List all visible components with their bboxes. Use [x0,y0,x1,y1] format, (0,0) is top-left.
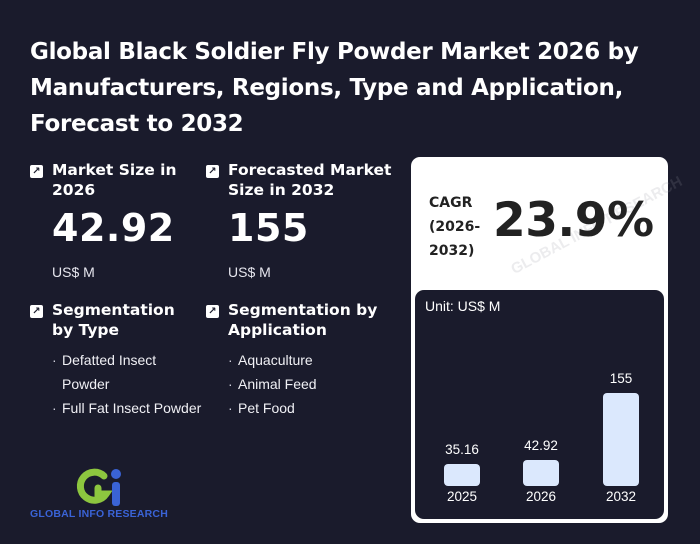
bar-value-label: 42.92 [524,438,558,454]
page-title: Global Black Soldier Fly Powder Market 2… [30,39,639,137]
application-list: Aquaculture Animal Feed Pet Food [228,348,398,420]
list-item: Full Fat Insect Powder [52,396,202,420]
segmentation-type-block: ↗ Segmentation by Type Defatted Insect P… [30,300,202,450]
arrow-icon: ↗ [30,305,43,318]
segmentation-application-label: Segmentation by Application [228,301,378,339]
bar-2032 [603,393,639,486]
cagr-label: CAGR (2026-2032) [429,195,481,259]
chart-unit-label: Unit: US$ M [425,298,501,314]
market-size-unit: US$ M [52,264,95,280]
cagr-card: GLOBAL INFO RESEARCH CAGR (2026-2032) 23… [411,157,685,523]
market-size-block: ↗ Market Size in 2026 42.92 US$ M [30,160,200,290]
x-tick-label: 2026 [525,489,557,504]
market-size-value: 42.92 [52,206,175,250]
forecast-size-value: 155 [228,206,309,250]
arrow-icon: ↗ [30,165,43,178]
bar-value-label: 155 [609,371,633,386]
forecast-size-block: ↗ Forecasted Market Size in 2032 155 US$… [206,160,406,290]
list-item: Defatted Insect Powder [52,348,202,396]
company-logo: GLOBAL INFO RESEARCH [30,468,180,522]
logo-text: GLOBAL INFO RESEARCH [30,508,168,520]
bar-2026 [523,460,559,486]
logo-mark-icon [76,468,121,506]
arrow-icon: ↗ [206,305,219,318]
segmentation-type-label: Segmentation by Type [52,301,175,339]
list-item: Aquaculture [228,348,398,372]
bar-2025 [444,464,480,486]
list-item: Animal Feed [228,372,398,396]
market-size-label: Market Size in 2026 [52,161,177,199]
type-list: Defatted Insect Powder Full Fat Insect P… [52,348,202,420]
forecast-size-unit: US$ M [228,264,271,280]
x-tick-label: 2025 [446,489,478,504]
list-item: Pet Food [228,396,398,420]
bar-chart: Unit: US$ M 35.16 2025 42.92 2026 155 2032 [415,290,664,519]
forecast-size-label: Forecasted Market Size in 2032 [228,161,392,199]
bar-value-label: 35.16 [445,442,479,457]
cagr-value: 23.9% [493,193,654,248]
x-tick-label: 2032 [605,489,637,504]
segmentation-application-block: ↗ Segmentation by Application Aquacultur… [206,300,406,450]
arrow-icon: ↗ [206,165,219,178]
